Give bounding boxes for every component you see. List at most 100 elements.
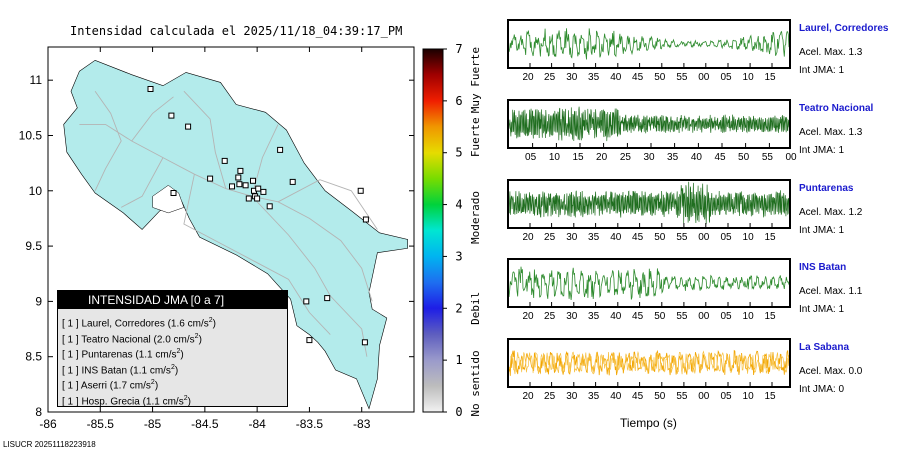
- colorbar-tick-label-7: 7: [455, 42, 462, 56]
- waveform-trace: [509, 266, 789, 306]
- station-marker-8: [236, 181, 243, 188]
- road-5: [277, 179, 378, 230]
- time-tick-label: 55: [676, 311, 688, 322]
- x-tick-label-4: -84: [248, 417, 266, 431]
- waveform-panel: [507, 19, 791, 69]
- panel-time-ticks: 20 25 30 35 40 45 50 55 00 05 10 15: [507, 391, 791, 405]
- station-jma-intensity: Int JMA: 1: [799, 65, 845, 76]
- y-tick-label-1: 10.5: [19, 128, 43, 142]
- legend-row-exponent: 2: [183, 394, 188, 402]
- station-marker-16: [254, 195, 261, 202]
- station-marker-1: [168, 112, 175, 119]
- legend-row: [ 1 ] Teatro Nacional (2.0 cm/s2): [62, 329, 287, 345]
- map-title: Intensidad calculada el 2025/11/18_04:39…: [70, 24, 403, 38]
- legend-row-exponent: 2: [194, 332, 199, 340]
- time-tick-label: 00: [785, 152, 797, 163]
- legend-row-suffix: ): [174, 364, 179, 376]
- road-2: [251, 195, 368, 357]
- station-max-acceleration: Acel. Max. 1.3: [799, 127, 863, 138]
- station-marker-18: [266, 203, 273, 210]
- legend-row-suffix: ): [187, 395, 191, 407]
- station-marker-24: [324, 295, 331, 302]
- time-tick-label: 45: [632, 232, 644, 243]
- waveform-trace: [509, 349, 789, 386]
- station-marker-22: [170, 190, 177, 196]
- waveform-line-overlay: [509, 350, 789, 375]
- legend-row: [ 1 ] Aserri (1.7 cm/s2): [62, 375, 287, 391]
- time-tick-label: 20: [522, 232, 534, 243]
- colorbar-gradient: [422, 48, 444, 413]
- station-marker-13: [255, 185, 262, 192]
- time-tick-label: 25: [619, 152, 631, 163]
- station-jma-intensity: Int JMA: 1: [799, 225, 845, 236]
- time-tick-label: 15: [764, 391, 776, 402]
- time-tick-label: 35: [588, 311, 600, 322]
- legend-row-text: [ 1 ] Teatro Nacional (2.0 cm/s: [62, 333, 195, 345]
- y-tick-label-3: 9.5: [25, 239, 42, 253]
- time-tick-label: 20: [522, 391, 534, 402]
- time-tick-label: 40: [610, 232, 622, 243]
- station-max-acceleration: Acel. Max. 1.2: [799, 207, 863, 218]
- time-tick-label: 00: [698, 311, 710, 322]
- time-tick-label: 30: [566, 391, 578, 402]
- time-tick-label: 35: [667, 152, 679, 163]
- waveform-line-4: [509, 349, 789, 376]
- legend-row-exponent: 2: [150, 379, 155, 386]
- waveform-trace: [509, 181, 789, 227]
- intensity-legend: INTENSIDAD JMA [0 a 7] [ 1 ] Laurel, Cor…: [57, 290, 288, 407]
- colorbar-tick-label-2: 2: [455, 301, 462, 315]
- station-marker-4: [221, 157, 228, 164]
- legend-row: [ 1 ] INS Batan (1.1 cm/s2): [62, 360, 287, 376]
- time-tick-label: 35: [588, 391, 600, 402]
- time-tick-label: 45: [632, 311, 644, 322]
- time-tick-label: 10: [742, 232, 754, 243]
- time-tick-label: 25: [544, 391, 556, 402]
- legend-row-exponent: 2: [176, 348, 181, 355]
- time-tick-label: 50: [738, 152, 750, 163]
- station-max-acceleration: Acel. Max. 1.1: [799, 286, 863, 297]
- legend-row-suffix: ): [212, 318, 216, 330]
- x-tick-label-6: -83: [353, 417, 371, 431]
- intensity-category-label-2: Moderado: [469, 191, 482, 244]
- time-tick-label: 30: [566, 311, 578, 322]
- time-tick-label: 40: [610, 72, 622, 83]
- intensity-colorbar: 0 1 2 3 4 5 6 7 No sentido Debil Moderado Fuerte Muy…: [422, 42, 482, 419]
- time-tick-label: 40: [610, 311, 622, 322]
- legend-row-suffix: ): [198, 333, 202, 345]
- station-jma-intensity: Int JMA: 1: [799, 145, 845, 156]
- time-tick-label: 40: [610, 391, 622, 402]
- x-tick-label-3: -84.5: [191, 417, 219, 431]
- time-tick-label: 20: [522, 311, 534, 322]
- x-tick-label-5: -83.5: [296, 417, 324, 431]
- costa-rica-landmass: [63, 59, 409, 410]
- legend-row-text: [ 1 ] Aserri (1.7 cm/s: [62, 380, 151, 392]
- y-tick-label-6: 8: [35, 405, 42, 419]
- time-tick-label: 00: [698, 232, 710, 243]
- time-tick-label: 00: [698, 72, 710, 83]
- station-marker-25: [306, 337, 313, 344]
- time-tick-label: 55: [676, 232, 688, 243]
- x-tick-label-1: -85.5: [87, 417, 115, 431]
- station-max-acceleration: Acel. Max. 1.3: [799, 47, 863, 58]
- time-tick-label: 25: [544, 232, 556, 243]
- time-tick-label: 25: [544, 311, 556, 322]
- station-name: INS Batan: [799, 262, 847, 273]
- intensity-category-label-0: No sentido: [469, 350, 482, 416]
- waveform-line-2: [509, 181, 789, 225]
- station-marker-10: [229, 183, 235, 190]
- road-3: [183, 90, 227, 189]
- road-0: [79, 123, 373, 302]
- legend-rows: [ 1 ] Laurel, Corredores (1.6 cm/s2)[ 1 …: [58, 309, 287, 407]
- station-jma-intensity: Int JMA: 0: [799, 384, 845, 395]
- legend-header: INTENSIDAD JMA [0 a 7]: [58, 291, 287, 309]
- time-tick-label: 15: [764, 232, 776, 243]
- time-tick-label: 25: [544, 72, 556, 83]
- station-marker-23: [303, 298, 310, 305]
- colorbar-tick-label-4: 4: [455, 198, 462, 212]
- time-tick-label: 05: [720, 311, 732, 322]
- station-marker-26: [361, 339, 368, 346]
- time-tick-label: 50: [654, 311, 666, 322]
- x-tick-label-0: -86: [39, 417, 57, 431]
- y-tick-label-5: 8.5: [25, 350, 42, 364]
- time-tick-label: 40: [690, 152, 702, 163]
